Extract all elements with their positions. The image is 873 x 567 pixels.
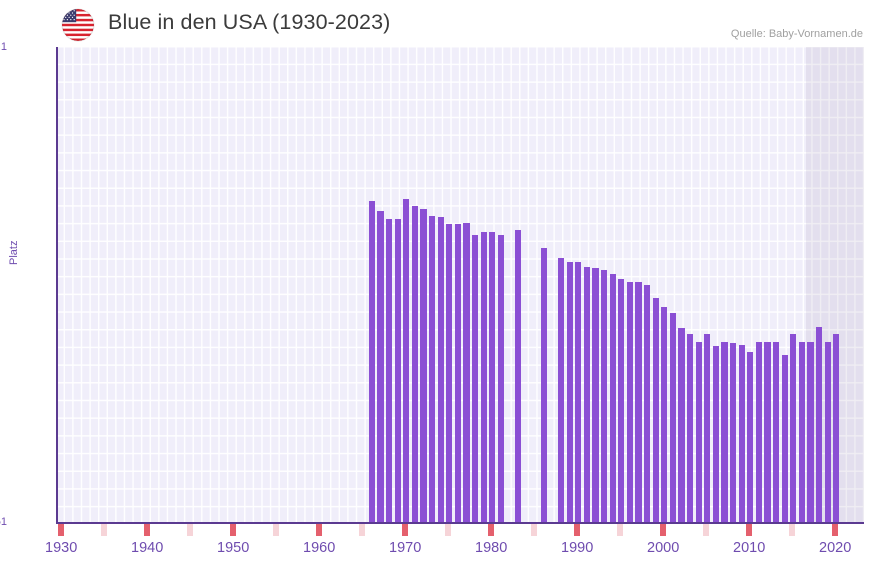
chart-title: Blue in den USA (1930-2023) [108, 10, 391, 34]
bar[interactable] [729, 343, 737, 524]
bar[interactable] [403, 199, 410, 524]
x-tick-marker-major [144, 524, 151, 536]
x-axis-tick-labels: 1930 1940 1950 1960 1970 1980 1990 2000 2010 2020 [0, 540, 873, 564]
x-tick-marker-minor [531, 524, 538, 536]
source-attribution: Quelle: Baby-Vornamen.de [730, 28, 863, 40]
x-tick-marker-minor [789, 524, 796, 536]
x-tick-marker-minor [359, 524, 366, 536]
bar[interactable] [480, 231, 487, 524]
bar[interactable] [695, 341, 702, 524]
y-axis-title: Platz [8, 240, 20, 265]
bar[interactable] [661, 306, 668, 524]
x-axis-tick-label: 1970 [389, 540, 422, 556]
x-axis-tick-label: 2000 [647, 540, 680, 556]
x-axis-tick-label: 1950 [217, 540, 250, 556]
x-tick-marker-minor [187, 524, 194, 536]
bar[interactable] [385, 219, 393, 524]
y-axis-bottom-tick-label: 12551 [0, 516, 7, 528]
bar[interactable] [635, 281, 642, 524]
bar[interactable] [497, 235, 505, 524]
bar[interactable] [833, 334, 840, 524]
bar[interactable] [781, 354, 788, 524]
bar[interactable] [428, 215, 436, 524]
bar[interactable] [437, 216, 444, 524]
x-axis-tick-label: 1960 [303, 540, 336, 556]
plot-area [56, 47, 864, 524]
bar[interactable] [600, 269, 608, 524]
bar[interactable] [446, 224, 453, 524]
bar[interactable] [764, 341, 771, 524]
bar[interactable] [686, 334, 694, 524]
bar[interactable] [643, 284, 651, 524]
bar[interactable] [368, 201, 376, 524]
bar[interactable] [575, 262, 582, 524]
x-axis-tick-label: 1990 [561, 540, 594, 556]
bar[interactable] [721, 341, 728, 524]
bar[interactable] [678, 327, 685, 524]
x-tick-marker-minor [703, 524, 710, 536]
bar[interactable] [583, 267, 591, 524]
x-axis-tick-label: 1980 [475, 540, 508, 556]
x-tick-marker-major [488, 524, 495, 536]
x-axis-tick-label: 2020 [819, 540, 852, 556]
x-tick-marker-minor [617, 524, 624, 536]
bar[interactable] [454, 224, 462, 524]
bar[interactable] [609, 273, 616, 524]
bar[interactable] [514, 230, 522, 524]
bar[interactable] [704, 334, 711, 524]
bar[interactable] [712, 346, 720, 524]
x-tick-marker-major [574, 524, 581, 536]
bar[interactable] [824, 341, 831, 524]
bar[interactable] [592, 268, 599, 524]
chart-header: Blue in den USA (1930-2023) Quelle: Baby… [0, 0, 873, 44]
bar[interactable] [669, 312, 677, 524]
bar[interactable] [394, 219, 401, 524]
bar[interactable] [807, 341, 814, 524]
x-tick-marker-major [402, 524, 409, 536]
us-flag-icon [62, 9, 94, 41]
x-tick-marker-major [316, 524, 323, 536]
x-axis-tick-markers [56, 524, 864, 536]
bar[interactable] [772, 341, 780, 524]
bar[interactable] [540, 248, 548, 524]
bar[interactable] [798, 341, 806, 524]
bar[interactable] [557, 258, 565, 524]
x-tick-marker-major [746, 524, 753, 536]
bar[interactable] [652, 297, 659, 524]
x-tick-marker-minor [101, 524, 108, 536]
bar[interactable] [471, 235, 479, 524]
bar[interactable] [377, 211, 384, 524]
bar[interactable] [747, 352, 754, 524]
x-tick-marker-minor [445, 524, 452, 536]
x-tick-marker-major [832, 524, 839, 536]
x-axis-tick-label: 2010 [733, 540, 766, 556]
x-axis-tick-label: 1930 [45, 540, 78, 556]
x-tick-marker-major [660, 524, 667, 536]
bar[interactable] [420, 208, 427, 524]
x-tick-marker-major [58, 524, 65, 536]
bar[interactable] [411, 205, 419, 524]
bar[interactable] [618, 279, 625, 524]
bar[interactable] [790, 334, 797, 524]
x-tick-marker-major [230, 524, 237, 536]
y-axis-line [56, 47, 58, 524]
bar[interactable] [626, 281, 634, 524]
bar[interactable] [755, 341, 763, 524]
bar[interactable] [566, 262, 573, 524]
y-axis-top-tick-label: 1 [0, 41, 7, 53]
bar[interactable] [463, 223, 470, 524]
x-tick-marker-minor [273, 524, 280, 536]
x-axis-line [56, 522, 864, 524]
bar[interactable] [738, 344, 745, 524]
bar-series [56, 47, 864, 524]
x-axis-tick-label: 1940 [131, 540, 164, 556]
bar[interactable] [815, 327, 823, 524]
bar[interactable] [489, 231, 496, 524]
